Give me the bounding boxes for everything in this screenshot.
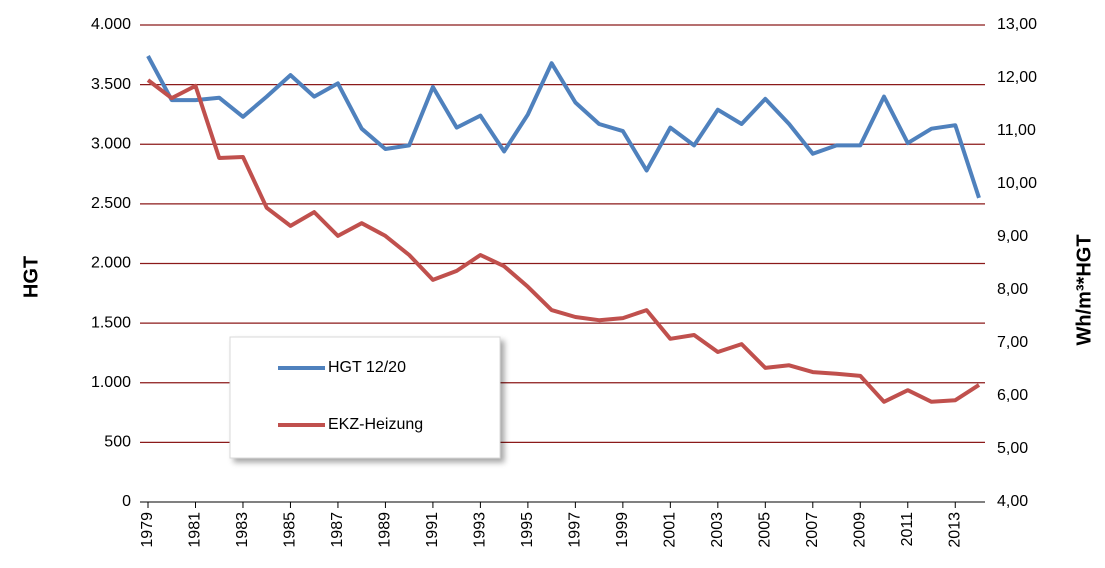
x-tick-label: 1991	[424, 512, 441, 548]
x-tick-label: 2007	[804, 512, 821, 548]
series-line	[146, 78, 981, 404]
y-tick-label: 0	[122, 493, 131, 510]
x-tick-label: 1997	[567, 512, 584, 548]
y2-tick-label: 12,00	[997, 69, 1037, 86]
x-tick-label: 2013	[946, 512, 963, 548]
x-tick-label: 2005	[757, 512, 774, 548]
legend-box	[229, 336, 501, 459]
x-tick-label: 1979	[139, 512, 156, 548]
x-tick-label: 1981	[187, 512, 204, 548]
y2-tick-label: 13,00	[997, 16, 1037, 33]
x-tick-label: 1999	[614, 512, 631, 548]
x-tick-label: 1985	[282, 512, 299, 548]
x-tick-label: 1983	[234, 512, 251, 548]
legend-label: HGT 12/20	[328, 359, 406, 376]
y-tick-label: 1.500	[91, 314, 131, 331]
y-tick-label: 4.000	[91, 16, 131, 33]
x-tick-label: 2011	[899, 512, 916, 547]
y-tick-label: 1.000	[91, 374, 131, 391]
x-tick-label: 1989	[377, 512, 394, 548]
y-tick-label: 2.000	[91, 255, 131, 272]
y2-tick-label: 9,00	[997, 228, 1028, 245]
y-tick-label: 3.500	[91, 76, 131, 93]
y2-tick-label: 7,00	[997, 334, 1028, 351]
y2-tick-label: 6,00	[997, 387, 1028, 404]
y-tick-label: 3.000	[91, 135, 131, 152]
x-tick-label: 1987	[329, 512, 346, 548]
y2-tick-label: 10,00	[997, 175, 1037, 192]
y2-tick-label: 4,00	[997, 493, 1028, 510]
x-tick-label: 2009	[852, 512, 869, 548]
y-tick-label: 2.500	[91, 195, 131, 212]
legend-label: EKZ-Heizung	[328, 416, 423, 433]
x-tick-label: 1993	[472, 512, 489, 548]
y-tick-label: 500	[104, 434, 131, 451]
y2-tick-label: 11,00	[997, 122, 1036, 139]
y2-tick-label: 8,00	[997, 281, 1028, 298]
y2-axis-title: Wh/m³*HGT	[1073, 234, 1095, 345]
x-tick-label: 1995	[519, 512, 536, 548]
y2-tick-label: 5,00	[997, 440, 1028, 457]
x-tick-label: 2003	[709, 512, 726, 548]
series-line	[146, 55, 981, 199]
legend: HGT 12/20 EKZ-Heizung	[229, 336, 501, 459]
y-axis-title: HGT	[20, 256, 42, 298]
x-tick-label: 2001	[662, 512, 679, 548]
